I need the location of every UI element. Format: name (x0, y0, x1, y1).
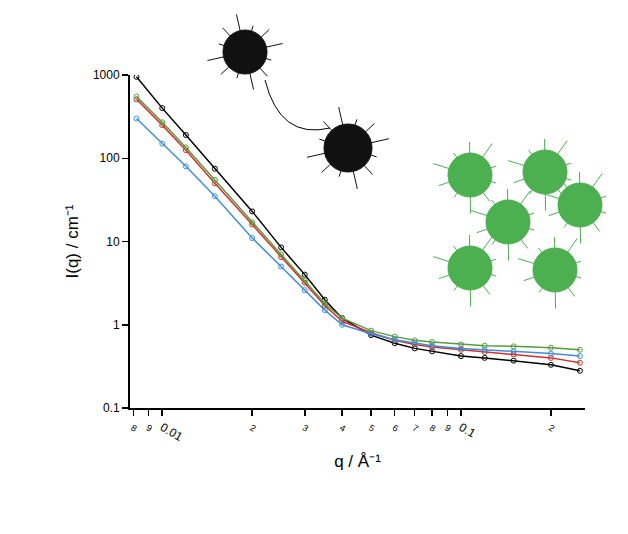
svg-text:4: 4 (338, 423, 347, 434)
svg-text:I(q) / cm⁻¹: I(q) / cm⁻¹ (63, 204, 82, 278)
svg-text:6: 6 (391, 423, 400, 434)
svg-text:2: 2 (547, 423, 556, 434)
svg-text:8: 8 (129, 423, 138, 434)
svg-text:10: 10 (106, 235, 120, 249)
svg-text:3: 3 (301, 423, 310, 434)
svg-text:q / Å⁻¹: q / Å⁻¹ (334, 452, 381, 471)
svg-text:8: 8 (428, 423, 437, 434)
svg-text:0.01: 0.01 (158, 420, 186, 444)
svg-text:1000: 1000 (93, 68, 120, 82)
svg-text:2: 2 (248, 423, 257, 434)
svg-text:100: 100 (100, 151, 120, 165)
svg-text:1: 1 (113, 318, 120, 332)
svg-text:7: 7 (411, 423, 420, 434)
svg-text:9: 9 (443, 423, 452, 434)
svg-text:5: 5 (367, 423, 376, 434)
svg-text:0.1: 0.1 (457, 420, 479, 441)
svg-text:9: 9 (145, 423, 154, 434)
svg-text:0.1: 0.1 (103, 401, 120, 415)
